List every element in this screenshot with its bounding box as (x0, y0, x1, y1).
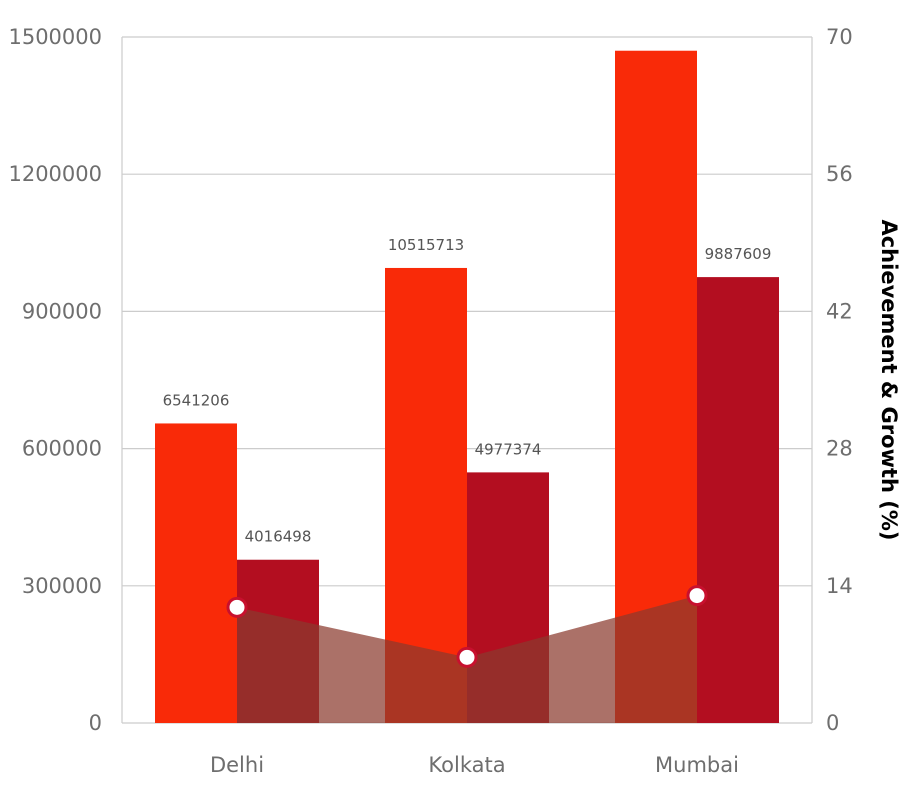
growth-point-delhi (226, 596, 248, 618)
left-tick-label: 300000 (22, 574, 102, 598)
right-axis: 0 14 28 42 56 70 (826, 25, 853, 735)
left-tick-label: 1200000 (8, 162, 102, 186)
data-labels: 6541206 4016498 10515713 4977374 9887609 (163, 236, 772, 546)
right-tick-label: 0 (826, 711, 839, 735)
left-axis: 0 300000 600000 900000 1200000 1500000 (8, 25, 102, 735)
right-tick-label: 70 (826, 25, 853, 49)
growth-point-mumbai (686, 585, 708, 607)
category-axis: Delhi Kolkata Mumbai (210, 753, 739, 777)
category-label-delhi: Delhi (210, 753, 264, 777)
right-tick-label: 56 (826, 162, 853, 186)
left-tick-label: 0 (89, 711, 102, 735)
data-label: 9887609 (705, 245, 772, 263)
growth-area (226, 585, 708, 723)
category-label-kolkata: Kolkata (428, 753, 505, 777)
right-tick-label: 42 (826, 299, 853, 323)
bar-delhi-series-1 (155, 423, 237, 723)
right-axis-title: Achievement & Growth (%) (877, 219, 901, 540)
data-label: 10515713 (388, 236, 464, 254)
data-label: 4977374 (475, 440, 542, 458)
data-label: 4016498 (245, 528, 312, 546)
left-tick-label: 900000 (22, 299, 102, 323)
right-tick-label: 28 (826, 437, 853, 461)
left-tick-label: 1500000 (8, 25, 102, 49)
data-label: 6541206 (163, 391, 230, 409)
category-label-mumbai: Mumbai (655, 753, 739, 777)
growth-point-kolkata (456, 646, 478, 668)
right-tick-label: 14 (826, 574, 853, 598)
bar-mumbai-series-2 (697, 277, 779, 723)
left-tick-label: 600000 (22, 437, 102, 461)
